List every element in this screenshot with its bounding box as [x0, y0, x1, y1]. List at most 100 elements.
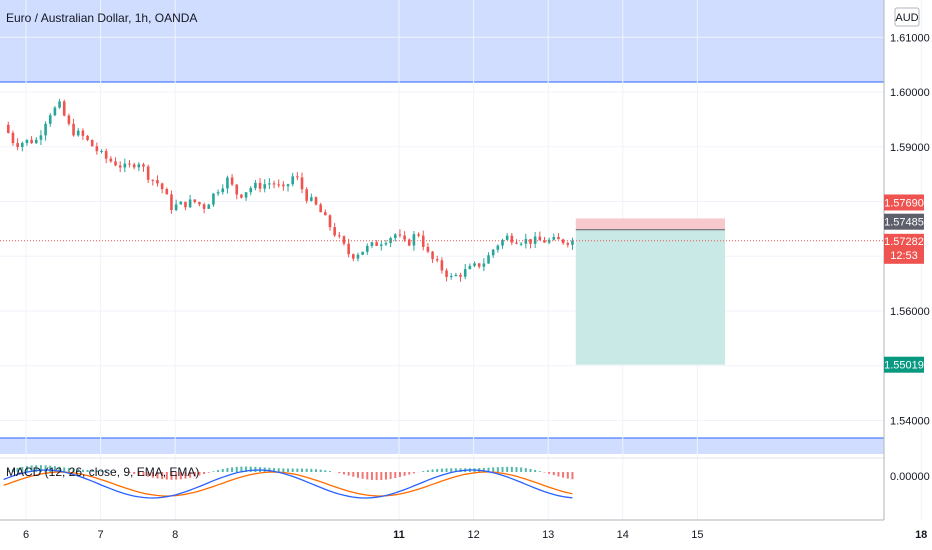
macd-histogram-bar — [7, 470, 10, 472]
candle — [235, 184, 239, 200]
macd-histogram-bar — [67, 468, 70, 472]
macd-label: MACD (12, 26, close, 9, EMA, EMA) — [6, 465, 199, 479]
candle — [352, 253, 355, 262]
candle — [365, 243, 369, 255]
macd-histogram-bar — [226, 468, 229, 472]
macd-signal-line — [3, 471, 573, 497]
macd-histogram-bar — [291, 468, 294, 472]
candle — [393, 233, 397, 242]
macd-histogram-bar — [207, 472, 210, 473]
candle — [300, 172, 304, 194]
candle — [310, 193, 313, 202]
candle — [30, 136, 33, 144]
candle — [58, 98, 61, 109]
candle — [282, 181, 285, 191]
stop-loss-zone[interactable] — [575, 218, 726, 230]
candle — [132, 162, 136, 170]
upper-zone — [0, 0, 884, 82]
svg-text:1.57282: 1.57282 — [884, 236, 924, 248]
candle — [291, 172, 294, 187]
candle — [533, 231, 537, 248]
macd-histogram-bar — [137, 472, 140, 475]
macd-histogram-bar — [133, 472, 136, 474]
x-tick-label: 18 — [915, 529, 927, 541]
candle — [104, 148, 108, 164]
macd-histogram-bar — [524, 468, 527, 472]
candle — [114, 157, 117, 167]
candle — [95, 142, 99, 155]
macd-histogram-bar — [408, 472, 411, 475]
macd-histogram-bar — [72, 468, 75, 472]
x-tick-label: 11 — [393, 529, 405, 541]
candle — [571, 237, 574, 250]
macd-histogram-bar — [510, 466, 513, 472]
currency-button[interactable]: AUD — [894, 7, 920, 27]
candle — [226, 175, 229, 194]
stop-price-tag: 1.57690 — [884, 194, 924, 211]
candle — [100, 149, 103, 154]
macd-histogram-bar — [380, 472, 383, 480]
candle — [44, 121, 47, 141]
macd-histogram-bar — [287, 468, 290, 472]
macd-histogram-bar — [328, 471, 331, 472]
candle — [286, 183, 290, 192]
candle — [6, 121, 10, 134]
time-axis[interactable]: 678111213141518192021 — [23, 529, 932, 541]
macd-histogram-bar — [77, 469, 80, 472]
candle — [53, 106, 57, 117]
x-tick-label: 13 — [542, 529, 554, 541]
price-axis[interactable]: 1.61000 1.60000 1.59000 1.56000 1.54000 0.000… — [890, 32, 930, 483]
macd-histogram-bar — [310, 468, 313, 472]
macd-histogram-bar — [352, 472, 355, 477]
candle — [76, 128, 80, 137]
candle — [379, 240, 383, 251]
macd-histogram-bar — [342, 472, 345, 475]
candle — [244, 192, 248, 201]
candle — [338, 232, 341, 239]
macd-histogram-bar — [254, 466, 257, 472]
candle — [272, 180, 276, 189]
candle — [473, 261, 476, 268]
macd-histogram-bar — [198, 472, 201, 476]
candle — [109, 156, 113, 163]
macd-histogram-bar — [44, 465, 47, 472]
macd-histogram-bar — [91, 470, 94, 472]
candle — [333, 223, 336, 237]
svg-text:1.57690: 1.57690 — [884, 197, 924, 209]
macd-histogram-bar — [203, 472, 206, 475]
macd-tick-label: 0.00000 — [890, 471, 930, 483]
candle — [529, 239, 532, 249]
macd-histogram-bar — [268, 467, 271, 472]
macd-histogram-bar — [501, 466, 504, 472]
candle — [370, 241, 374, 249]
macd-histogram-bar — [39, 465, 42, 472]
macd-histogram-bar — [496, 467, 499, 472]
macd-histogram-bar — [398, 472, 401, 477]
macd-histogram-bar — [361, 472, 364, 479]
macd-histogram-bar — [492, 467, 495, 472]
candle — [403, 231, 406, 242]
macd-histogram-bar — [315, 469, 318, 472]
candle — [417, 232, 420, 238]
candle — [160, 182, 164, 194]
candle — [254, 179, 257, 191]
macd-histogram-bar — [114, 471, 117, 472]
macd-histogram-bar — [179, 472, 182, 480]
x-tick-label: 15 — [691, 529, 703, 541]
candle — [468, 263, 472, 270]
macd-histogram-bar — [277, 468, 280, 472]
candle — [67, 113, 71, 126]
candle — [277, 179, 281, 188]
macd-histogram-bar — [487, 467, 490, 472]
candle — [389, 236, 392, 248]
take-profit-zone[interactable] — [575, 229, 726, 365]
candle — [48, 112, 52, 127]
macd-histogram-bar — [440, 468, 443, 472]
x-tick-label: 8 — [172, 529, 178, 541]
last-price-tag: 1.57282 12:53 — [884, 233, 924, 264]
candle — [412, 230, 416, 251]
macd-histogram-bar — [384, 472, 387, 480]
macd-histogram-bar — [273, 468, 276, 472]
candle — [398, 229, 402, 238]
